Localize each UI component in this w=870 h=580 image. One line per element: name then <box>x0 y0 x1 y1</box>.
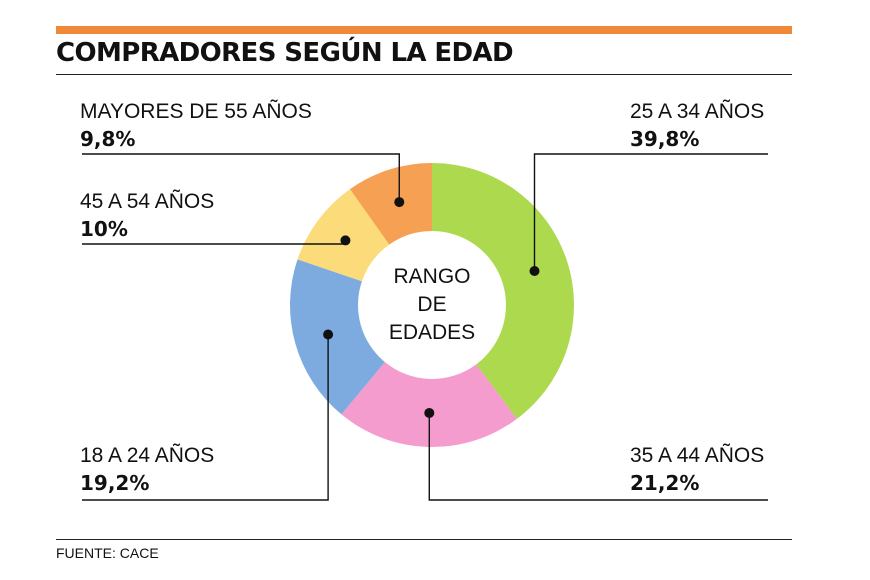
chart-title: COMPRADORES SEGÚN LA EDAD <box>56 38 514 68</box>
slices-group <box>290 163 575 448</box>
leader-line-45-a-54-anos <box>82 240 347 245</box>
slice-mayores-de-55-anos <box>349 163 432 245</box>
label-name-18-a-24-anos: 18 A 24 AÑOS <box>80 443 214 467</box>
leader-line-35-a-44-anos <box>428 412 768 501</box>
label-value-18-a-24-anos: 19,2% <box>80 471 149 495</box>
leaders-group <box>82 153 768 501</box>
center-label-line: RANGO <box>393 265 470 288</box>
label-name-45-a-54-anos: 45 A 54 AÑOS <box>80 189 214 213</box>
label-name-35-a-44-anos: 35 A 44 AÑOS <box>630 443 764 467</box>
slice-45-a-54-anos <box>297 189 390 282</box>
label-value-45-a-54-anos: 10% <box>80 217 128 241</box>
leader-line-mayores-de-55-anos <box>82 153 400 203</box>
leader-line-18-a-24-anos <box>82 334 329 501</box>
label-name-25-a-34-anos: 25 A 34 AÑOS <box>630 99 764 123</box>
center-label-line: EDADES <box>389 321 475 344</box>
label-value-mayores-de-55-anos: 9,8% <box>80 127 135 151</box>
slice-18-a-24-anos <box>290 259 385 415</box>
slice-25-a-34-anos <box>432 163 575 419</box>
footer-divider <box>56 539 792 540</box>
top-accent-bar <box>56 26 792 34</box>
leader-line-25-a-34-anos <box>533 153 768 271</box>
center-label-line: DE <box>417 293 446 316</box>
source-note: FUENTE: CACE <box>56 545 159 561</box>
label-name-mayores-de-55-anos: MAYORES DE 55 AÑOS <box>80 99 312 123</box>
label-value-25-a-34-anos: 39,8% <box>630 127 699 151</box>
slice-35-a-44-anos <box>341 362 517 448</box>
labels-group: 25 A 34 AÑOS 39,8% 35 A 44 AÑOS 21,2% 18 A 2… <box>80 99 764 495</box>
center-label: RANGO DE EDADES <box>389 265 475 344</box>
label-value-35-a-44-anos: 21,2% <box>630 471 699 495</box>
title-divider <box>56 74 792 75</box>
